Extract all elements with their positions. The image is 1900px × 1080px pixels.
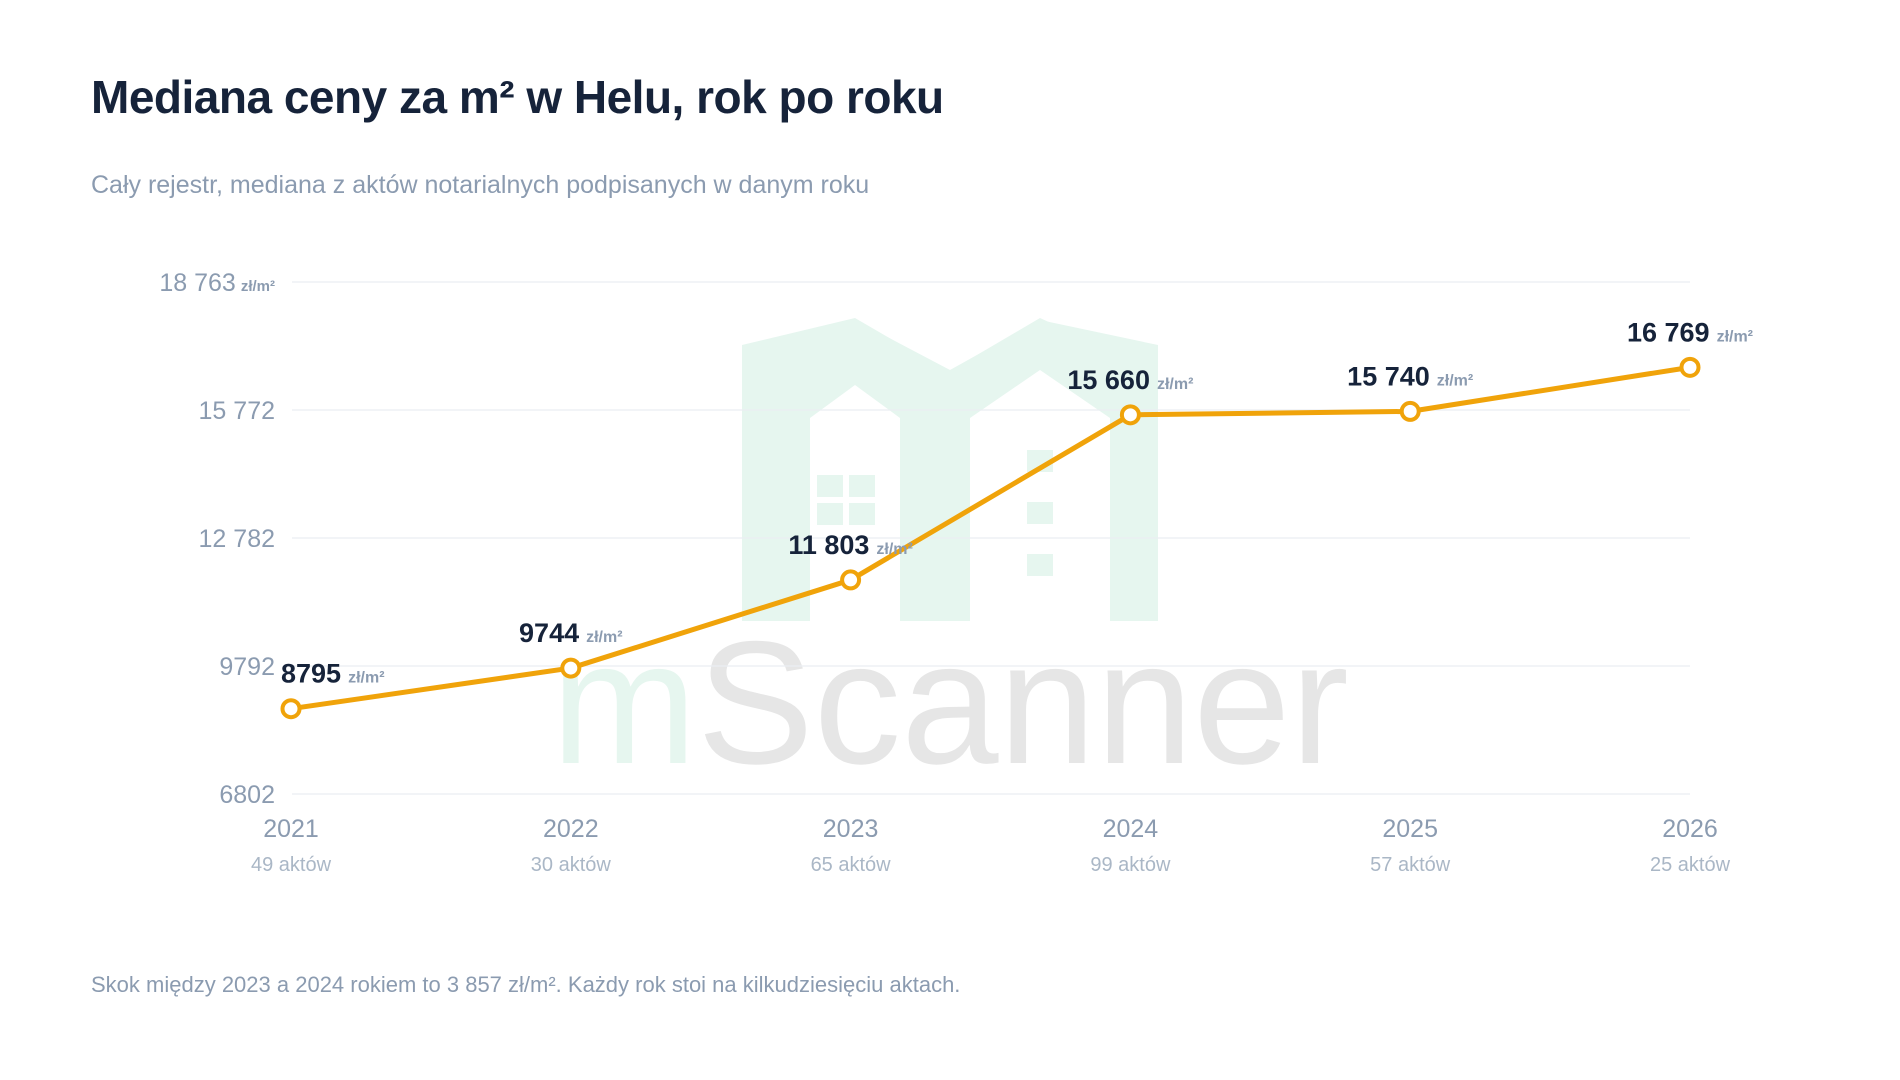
- data-label-value: 15 660: [1067, 365, 1150, 395]
- roof-shape: [742, 318, 1158, 400]
- chart-footnote: Skok między 2023 a 2024 rokiem to 3 857 …: [91, 972, 961, 997]
- x-tick-label: 2023: [823, 815, 879, 843]
- watermark-text: mScanner: [551, 606, 1349, 801]
- y-tick-value: 6802: [219, 781, 275, 809]
- data-label: 11 803 zł/m²: [788, 530, 913, 560]
- data-label: 9744 zł/m²: [519, 618, 623, 648]
- window-shape: [817, 475, 843, 497]
- data-label: 8795 zł/m²: [281, 659, 385, 689]
- data-label-unit: zł/m²: [348, 670, 384, 687]
- data-point: [280, 698, 302, 720]
- window-shape: [817, 503, 843, 525]
- data-point: [1679, 356, 1701, 378]
- y-tick-label: 6802: [219, 781, 275, 809]
- house-logo: [742, 318, 1158, 621]
- data-label-unit: zł/m²: [586, 629, 622, 646]
- watermark-text-rest: Scanner: [697, 606, 1349, 801]
- x-tick-sublabel: 65 aktów: [811, 854, 892, 876]
- x-tick-label: 2025: [1382, 815, 1438, 843]
- data-point: [840, 569, 862, 591]
- window-shape: [849, 503, 875, 525]
- chart-subtitle: Cały rejestr, mediana z aktów notarialny…: [91, 171, 870, 199]
- x-tick-sublabel: 49 aktów: [251, 854, 332, 876]
- grid-lines: [292, 281, 1690, 795]
- x-tick-sublabel: 99 aktów: [1090, 854, 1171, 876]
- chart-title: Mediana ceny za m² w Helu, rok po roku: [91, 71, 944, 123]
- window-shape: [849, 475, 875, 497]
- y-tick-label: 15 772: [199, 397, 275, 425]
- x-tick-label: 2026: [1662, 815, 1718, 843]
- data-label-unit: zł/m²: [876, 541, 912, 558]
- y-tick-unit: zł/m²: [241, 278, 275, 295]
- series-median-price: [280, 356, 1701, 720]
- data-label-unit: zł/m²: [1157, 376, 1193, 393]
- y-tick-label: 9792: [219, 653, 275, 681]
- y-tick-value: 9792: [219, 653, 275, 681]
- data-label: 15 660 zł/m²: [1067, 365, 1193, 395]
- data-point: [560, 657, 582, 679]
- data-label-value: 8795: [281, 659, 341, 689]
- data-label-value: 11 803: [788, 530, 869, 560]
- y-tick-label: 18 763 zł/m²: [159, 269, 275, 297]
- y-tick-value: 18 763: [159, 269, 235, 297]
- x-tick-sublabel: 30 aktów: [531, 854, 612, 876]
- data-label-value: 9744: [519, 618, 579, 648]
- y-tick-value: 15 772: [199, 397, 275, 425]
- data-label: 16 769 zł/m²: [1627, 317, 1753, 347]
- data-point: [1119, 404, 1141, 426]
- window-shape: [1027, 502, 1053, 524]
- data-label-value: 16 769: [1627, 317, 1710, 347]
- y-tick-label: 12 782: [199, 525, 275, 553]
- x-tick-label: 2024: [1103, 815, 1159, 843]
- x-tick-sublabel: 57 aktów: [1370, 854, 1451, 876]
- data-label: 15 740 zł/m²: [1347, 361, 1473, 391]
- data-label-value: 15 740: [1347, 361, 1430, 391]
- y-axis: 6802 9792 12 782 15 772 18 763 zł/m²: [159, 269, 275, 809]
- data-label-unit: zł/m²: [1437, 372, 1473, 389]
- house-shape: [742, 320, 1158, 621]
- x-tick-sublabel: 25 aktów: [1650, 854, 1731, 876]
- mscanner-watermark: mScanner: [551, 318, 1349, 801]
- x-tick-label: 2021: [263, 815, 319, 843]
- x-axis: 2021 49 aktów 2022 30 aktów 2023 65 aktów 2024…: [251, 815, 1731, 876]
- series-line: [288, 364, 1693, 712]
- data-point: [1399, 400, 1421, 422]
- window-shape: [1027, 554, 1053, 576]
- x-tick-label: 2022: [543, 815, 599, 843]
- data-label-unit: zł/m²: [1717, 328, 1753, 345]
- y-tick-value: 12 782: [199, 525, 275, 553]
- data-labels: 8795 zł/m² 9744 zł/m² 11 803 zł/m² 15 660 zł/m²…: [281, 317, 1753, 688]
